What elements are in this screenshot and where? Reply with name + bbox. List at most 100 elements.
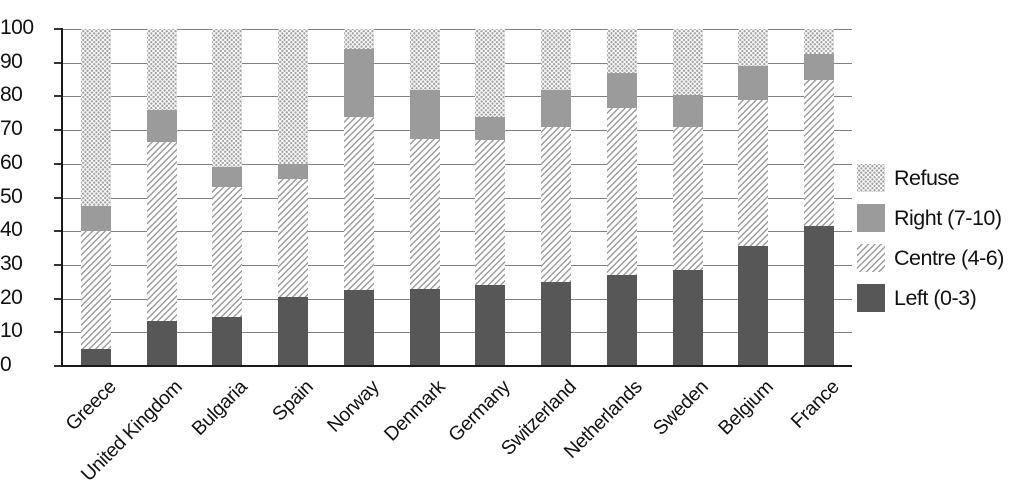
bar-segment-norway-centre-4-6 bbox=[343, 116, 374, 291]
bar-denmark bbox=[409, 29, 440, 366]
bar-slot-greece bbox=[63, 29, 129, 366]
bar-france bbox=[804, 29, 835, 366]
legend-item-refuse: Refuse bbox=[857, 164, 960, 192]
bar-segment-bulgaria-left-0-3 bbox=[212, 317, 243, 366]
bar-segment-france-right-7-10 bbox=[804, 54, 835, 80]
bar-spain bbox=[278, 29, 309, 366]
gridline-60 bbox=[63, 163, 852, 165]
x-axis-line bbox=[61, 365, 852, 367]
y-tick-60 bbox=[54, 162, 62, 165]
bar-slot-germany bbox=[458, 29, 524, 366]
gridline-50 bbox=[63, 197, 852, 199]
bar-segment-united-kingdom-refuse bbox=[146, 29, 177, 110]
bar-segment-spain-centre-4-6 bbox=[278, 178, 309, 297]
y-tick-20 bbox=[54, 297, 62, 300]
y-tick-10 bbox=[54, 331, 62, 334]
bar-segment-switzerland-left-0-3 bbox=[541, 281, 572, 366]
plot-area bbox=[63, 29, 852, 366]
bar-switzerland bbox=[541, 29, 572, 366]
bar-segment-belgium-refuse bbox=[738, 29, 769, 67]
legend-label: Refuse bbox=[894, 165, 960, 190]
bar-segment-belgium-left-0-3 bbox=[738, 246, 769, 366]
bar-segment-germany-refuse bbox=[475, 29, 506, 117]
bar-germany bbox=[475, 29, 506, 366]
y-axis-labels: 100 90 80 70 60 50 40 30 20 10 0 bbox=[0, 16, 34, 377]
bar-segment-united-kingdom-centre-4-6 bbox=[146, 141, 177, 321]
bar-sweden bbox=[672, 29, 703, 366]
bar-segment-netherlands-refuse bbox=[606, 29, 637, 73]
bar-segment-netherlands-left-0-3 bbox=[606, 275, 637, 366]
bar-netherlands bbox=[606, 29, 637, 366]
bar-segment-united-kingdom-right-7-10 bbox=[146, 109, 177, 142]
bar-segment-germany-right-7-10 bbox=[475, 116, 506, 141]
y-tick-30 bbox=[54, 263, 62, 266]
legend-swatch-left-0-3 bbox=[857, 284, 885, 312]
bar-segment-denmark-refuse bbox=[409, 29, 440, 90]
bar-segment-sweden-right-7-10 bbox=[672, 94, 703, 127]
bar-segment-greece-refuse bbox=[80, 29, 111, 206]
y-axis-line bbox=[61, 28, 63, 367]
gridline-80 bbox=[63, 96, 852, 98]
bar-segment-denmark-right-7-10 bbox=[409, 89, 440, 139]
bar-segment-netherlands-centre-4-6 bbox=[606, 108, 637, 276]
bar-segment-denmark-left-0-3 bbox=[409, 288, 440, 366]
legend-item-centre-4-6: Centre (4-6) bbox=[857, 244, 1004, 272]
y-tick-80 bbox=[54, 95, 62, 98]
gridline-20 bbox=[63, 298, 852, 300]
legend-swatch-right-7-10 bbox=[857, 204, 885, 232]
gridline-100 bbox=[63, 29, 852, 30]
bar-segment-greece-right-7-10 bbox=[80, 205, 111, 232]
bar-slot-denmark bbox=[392, 29, 458, 366]
y-tick-70 bbox=[54, 129, 62, 132]
legend-item-right-7-10: Right (7-10) bbox=[857, 204, 1002, 232]
bar-segment-belgium-centre-4-6 bbox=[738, 99, 769, 247]
bar-segment-germany-centre-4-6 bbox=[475, 140, 506, 286]
bar-segment-france-centre-4-6 bbox=[804, 79, 835, 227]
bar-greece bbox=[80, 29, 111, 366]
bar-bulgaria bbox=[212, 29, 243, 366]
bar-slot-france bbox=[786, 29, 852, 366]
bar-segment-bulgaria-refuse bbox=[212, 29, 243, 168]
bar-slot-switzerland bbox=[523, 29, 589, 366]
bar-segment-france-refuse bbox=[804, 29, 835, 55]
bar-segment-spain-right-7-10 bbox=[278, 163, 309, 179]
bar-segment-sweden-left-0-3 bbox=[672, 269, 703, 366]
bars-layer bbox=[63, 29, 852, 366]
bar-segment-denmark-centre-4-6 bbox=[409, 138, 440, 289]
gridline-30 bbox=[63, 264, 852, 266]
bar-belgium bbox=[738, 29, 769, 366]
bar-segment-switzerland-centre-4-6 bbox=[541, 126, 572, 282]
bar-segment-sweden-refuse bbox=[672, 29, 703, 95]
bar-segment-greece-centre-4-6 bbox=[80, 231, 111, 350]
y-tick-0 bbox=[54, 365, 62, 367]
bar-segment-switzerland-refuse bbox=[541, 29, 572, 90]
bar-segment-greece-left-0-3 bbox=[80, 349, 111, 366]
bar-segment-netherlands-right-7-10 bbox=[606, 72, 637, 109]
bar-slot-norway bbox=[326, 29, 392, 366]
bar-slot-bulgaria bbox=[195, 29, 261, 366]
gridline-10 bbox=[63, 332, 852, 334]
bar-segment-bulgaria-right-7-10 bbox=[212, 167, 243, 188]
bar-segment-spain-left-0-3 bbox=[278, 296, 309, 366]
legend-item-left-0-3: Left (0-3) bbox=[857, 284, 977, 312]
bar-slot-netherlands bbox=[589, 29, 655, 366]
legend-label: Left (0-3) bbox=[894, 285, 977, 310]
bar-segment-belgium-right-7-10 bbox=[738, 66, 769, 100]
bar-segment-france-left-0-3 bbox=[804, 226, 835, 366]
bar-segment-norway-right-7-10 bbox=[343, 49, 374, 117]
bar-segment-norway-refuse bbox=[343, 29, 374, 50]
bar-norway bbox=[343, 29, 374, 366]
y-tick-100 bbox=[54, 28, 62, 30]
gridline-40 bbox=[63, 231, 852, 233]
y-tick-90 bbox=[54, 61, 62, 64]
gridline-70 bbox=[63, 130, 852, 132]
bar-segment-spain-refuse bbox=[278, 29, 309, 164]
legend-label: Centre (4-6) bbox=[894, 245, 1004, 270]
bar-segment-bulgaria-centre-4-6 bbox=[212, 187, 243, 318]
legend-swatch-refuse bbox=[857, 164, 885, 192]
y-tick-50 bbox=[54, 196, 62, 199]
bar-slot-belgium bbox=[721, 29, 787, 366]
bar-united-kingdom bbox=[146, 29, 177, 366]
gridline-90 bbox=[63, 62, 852, 64]
